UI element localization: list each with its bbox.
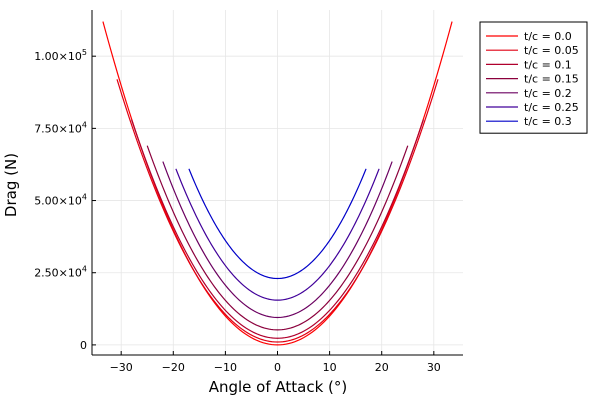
x-tick-label: 0	[274, 361, 281, 374]
x-tick-label: 10	[323, 361, 337, 374]
legend-label: t/c = 0.15	[524, 73, 579, 86]
series-line	[175, 168, 380, 301]
series-line	[102, 21, 453, 346]
legend-label: t/c = 0.3	[524, 115, 572, 128]
y-axis-title: Drag (N)	[2, 153, 20, 217]
y-tick-label: 7.50×104	[34, 120, 87, 135]
series-lines	[102, 21, 453, 346]
series-line	[116, 79, 439, 343]
legend-label: t/c = 0.05	[524, 44, 579, 57]
legend: t/c = 0.0t/c = 0.05t/c = 0.1t/c = 0.15t/…	[479, 21, 588, 134]
series-line	[188, 168, 367, 280]
x-axis-title: Angle of Attack (°)	[209, 378, 348, 396]
x-tick-label: −30	[110, 361, 133, 374]
legend-label: t/c = 0.25	[524, 101, 579, 114]
y-tick-label: 1.00×105	[34, 48, 87, 63]
series-line	[162, 161, 393, 319]
y-axis-ticks: 0 2.50×104 5.00×104 7.50×104 1.00×105	[34, 48, 96, 352]
y-tick-label: 5.00×104	[34, 193, 87, 208]
legend-label: t/c = 0.1	[524, 58, 572, 71]
y-tick-label: 0	[80, 339, 87, 352]
series-line	[146, 145, 409, 331]
x-axis-ticks: −30 −20 −10 0 10 20 30	[110, 351, 441, 374]
x-tick-label: 30	[427, 361, 441, 374]
x-tick-label: 20	[375, 361, 389, 374]
y-tick-label: 2.50×104	[34, 265, 87, 280]
grid-lines	[92, 10, 463, 355]
legend-box	[479, 21, 588, 134]
x-tick-label: −10	[214, 361, 237, 374]
legend-label: t/c = 0.0	[524, 30, 572, 43]
series-line	[131, 119, 424, 339]
x-tick-label: −20	[162, 361, 185, 374]
legend-label: t/c = 0.2	[524, 87, 572, 100]
